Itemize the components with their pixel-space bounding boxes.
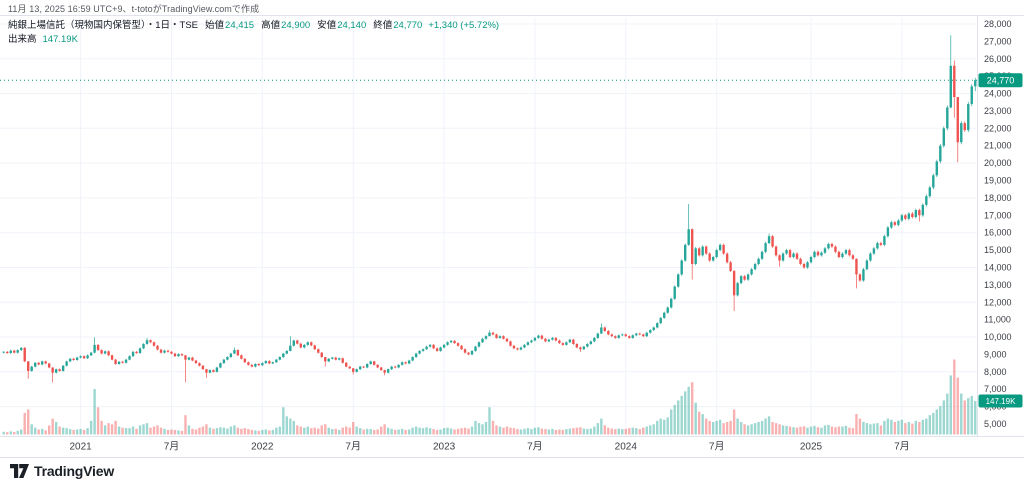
svg-text:24,000: 24,000	[984, 89, 1012, 99]
svg-text:147.19K: 147.19K	[986, 397, 1016, 406]
svg-text:9,000: 9,000	[984, 349, 1007, 359]
svg-text:24,770: 24,770	[987, 76, 1015, 86]
chart-widget: 20217月20227月20237月20247月20257月5,0006,000…	[0, 15, 1024, 458]
svg-text:22,000: 22,000	[984, 123, 1012, 133]
svg-text:2021: 2021	[69, 442, 92, 453]
svg-text:5,000: 5,000	[984, 419, 1007, 429]
svg-text:10,000: 10,000	[984, 332, 1012, 342]
tradingview-logo-icon	[10, 464, 29, 478]
attribution-text: 11月 13, 2025 16:59 UTC+9、t-totoがTradingV…	[8, 4, 260, 14]
svg-text:19,000: 19,000	[984, 176, 1012, 186]
tradingview-wordmark: TradingView	[34, 463, 115, 479]
svg-text:18,000: 18,000	[984, 193, 1012, 203]
svg-text:13,000: 13,000	[984, 280, 1012, 290]
svg-text:11,000: 11,000	[984, 315, 1011, 325]
svg-text:8,000: 8,000	[984, 367, 1007, 377]
svg-text:23,000: 23,000	[984, 106, 1012, 116]
svg-text:20,000: 20,000	[984, 158, 1012, 168]
svg-text:26,000: 26,000	[984, 54, 1012, 64]
time-axis[interactable]	[0, 437, 977, 457]
svg-text:2025: 2025	[800, 442, 823, 453]
svg-text:12,000: 12,000	[984, 297, 1012, 307]
tradingview-logo[interactable]: TradingView	[10, 461, 114, 481]
svg-text:15,000: 15,000	[984, 245, 1012, 255]
svg-text:2022: 2022	[251, 442, 274, 453]
svg-text:21,000: 21,000	[984, 141, 1012, 151]
price-axis[interactable]	[978, 16, 1024, 436]
candlestick-chart[interactable]: 20217月20227月20237月20247月20257月5,0006,000…	[0, 16, 1024, 457]
svg-text:17,000: 17,000	[984, 210, 1012, 220]
svg-text:16,000: 16,000	[984, 228, 1012, 238]
svg-text:27,000: 27,000	[984, 36, 1012, 46]
svg-text:7月: 7月	[894, 441, 910, 453]
svg-text:7月: 7月	[164, 441, 180, 453]
svg-text:7月: 7月	[527, 441, 543, 453]
svg-text:7月: 7月	[345, 441, 361, 453]
svg-text:2023: 2023	[433, 442, 456, 453]
svg-text:28,000: 28,000	[984, 19, 1012, 29]
svg-text:2024: 2024	[615, 442, 638, 453]
svg-text:14,000: 14,000	[984, 263, 1012, 273]
svg-text:7,000: 7,000	[984, 384, 1007, 394]
svg-text:7月: 7月	[709, 441, 725, 453]
